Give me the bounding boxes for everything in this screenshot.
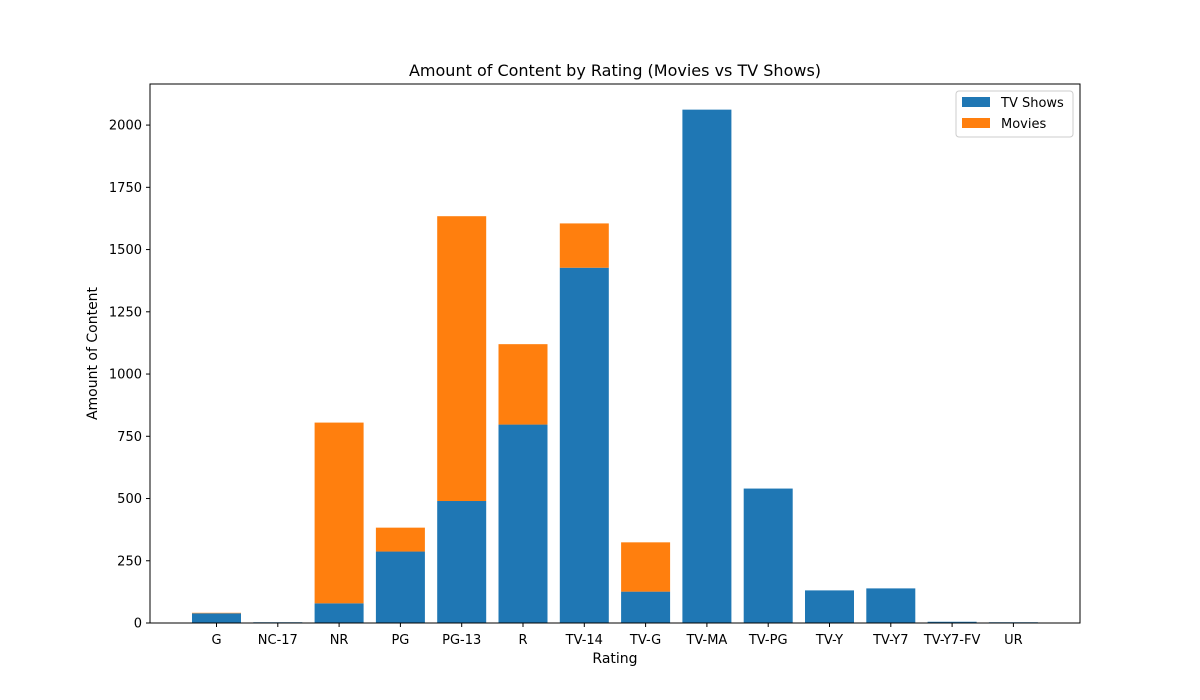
bar-tv-shows-pg xyxy=(375,551,425,623)
y-tick-label: 1250 xyxy=(109,305,142,320)
bar-tv-shows-pg-13 xyxy=(437,501,487,623)
bar-tv-shows-g xyxy=(192,613,241,623)
x-tick-label: NR xyxy=(330,633,349,648)
x-tick-label: R xyxy=(518,633,527,648)
y-tick-label: 500 xyxy=(117,492,142,507)
x-tick-label: TV-G xyxy=(629,633,661,648)
chart-title: Amount of Content by Rating (Movies vs T… xyxy=(409,61,821,80)
x-tick-label: TV-14 xyxy=(565,633,603,648)
y-tick-label: 1000 xyxy=(109,368,142,383)
bar-tv-shows-tv-ma xyxy=(682,109,732,624)
bar-tv-shows-tv-pg xyxy=(743,488,793,623)
bar-tv-shows-tv-g xyxy=(621,591,671,623)
x-axis-label: Rating xyxy=(592,651,637,667)
x-tick-label: NC-17 xyxy=(258,633,298,648)
x-tick-label: TV-Y7-FV xyxy=(923,633,981,648)
bar-movies-tv-g xyxy=(621,542,671,592)
y-axis-label: Amount of Content xyxy=(85,286,101,420)
y-tick-label: 2000 xyxy=(109,119,142,134)
x-tick-label: UR xyxy=(1004,633,1023,648)
bar-movies-pg-13 xyxy=(437,216,487,502)
x-tick-label: TV-Y xyxy=(815,633,843,648)
x-axis-ticks: G NC-17 NR PG PG-13 R TV-14 TV-G TV-MA TV-PG TV-Y T… xyxy=(211,623,1023,648)
bar-movies-r xyxy=(498,344,548,425)
x-tick-label: TV-MA xyxy=(685,633,727,648)
bar-tv-shows-r xyxy=(498,424,548,623)
x-tick-label: PG xyxy=(391,633,409,648)
y-tick-label: 1500 xyxy=(109,243,142,258)
bar-tv-shows-nr xyxy=(314,603,364,623)
bar-tv-shows-tv-y7-fv xyxy=(927,621,977,623)
legend-swatch-movies xyxy=(962,118,990,128)
bars-group xyxy=(192,109,1038,624)
x-tick-label: TV-PG xyxy=(748,633,788,648)
bar-movies-nr xyxy=(314,422,364,604)
x-tick-label: PG-13 xyxy=(442,633,481,648)
bar-tv-shows-tv-y xyxy=(805,590,854,623)
legend-label-movies: Movies xyxy=(1001,117,1046,132)
plot-frame xyxy=(149,83,1081,624)
y-tick-label: 0 xyxy=(134,617,142,632)
y-tick-label: 1750 xyxy=(109,181,142,196)
x-tick-label: TV-Y7 xyxy=(872,633,908,648)
legend-label-tv-shows: TV Shows xyxy=(1000,96,1064,111)
legend-swatch-tv-shows xyxy=(962,97,990,107)
x-tick-label: G xyxy=(211,633,221,648)
y-axis-ticks: 0 250 500 750 1000 1250 1500 1750 2000 xyxy=(109,119,150,632)
bar-movies-tv-14 xyxy=(559,223,609,268)
y-tick-label: 250 xyxy=(117,554,142,569)
bar-movies-pg xyxy=(375,527,425,552)
bar-tv-shows-tv-14 xyxy=(559,267,609,623)
y-tick-label: 750 xyxy=(117,430,142,445)
legend: TV Shows Movies xyxy=(955,90,1074,138)
bar-tv-shows-tv-y7 xyxy=(866,588,916,623)
